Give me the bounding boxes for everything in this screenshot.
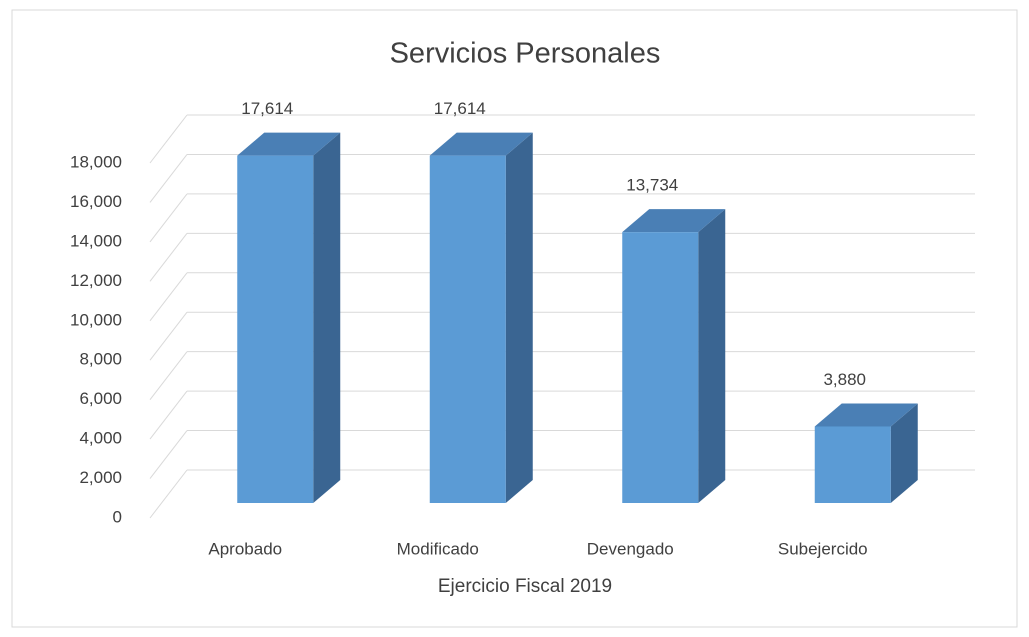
- bar-top: [237, 132, 341, 156]
- bar-top: [814, 403, 918, 427]
- chart-title: Servicios Personales: [390, 38, 661, 70]
- bar: [429, 132, 533, 503]
- bar-front: [622, 232, 699, 503]
- data-label: 17,614: [241, 99, 293, 118]
- grid-line-side: [149, 154, 188, 203]
- x-axis-title: Ejercicio Fiscal 2019: [438, 576, 612, 597]
- y-tick-label: 4,000: [79, 429, 122, 448]
- bar-top: [429, 132, 533, 156]
- bar-side: [890, 403, 918, 503]
- grid-line-side: [149, 272, 188, 322]
- y-tick-label: 18,000: [70, 152, 122, 171]
- y-tick-label: 14,000: [70, 231, 122, 250]
- x-tick-label: Modificado: [397, 539, 479, 558]
- x-tick-label: Devengado: [587, 539, 674, 558]
- bar: [622, 209, 726, 503]
- bar-side: [313, 132, 341, 503]
- y-tick-label: 2,000: [79, 468, 122, 487]
- y-tick-label: 10,000: [70, 310, 122, 329]
- y-tick-label: 12,000: [70, 271, 122, 290]
- y-tick-label: 6,000: [79, 389, 122, 408]
- x-tick-label: Subejercido: [778, 539, 868, 558]
- y-tick-label: 8,000: [79, 350, 122, 369]
- bar-side: [698, 209, 726, 503]
- bar: [814, 403, 918, 503]
- grid-line-side: [149, 114, 188, 164]
- bar: [237, 132, 341, 503]
- data-label: 13,734: [626, 176, 678, 195]
- grid-line-side: [149, 233, 188, 282]
- x-tick-label: Aprobado: [208, 539, 282, 558]
- grid-line-side: [149, 469, 188, 519]
- grid-line-side: [149, 193, 188, 243]
- bar-front: [237, 155, 314, 503]
- bar-front: [814, 426, 891, 503]
- bar-side: [505, 132, 533, 503]
- y-tick-label: 16,000: [70, 192, 122, 211]
- grid-line-side: [149, 311, 188, 361]
- grid-line-side: [149, 351, 188, 400]
- data-label: 3,880: [823, 370, 866, 389]
- grid-line-side: [149, 430, 188, 479]
- bar-front: [429, 155, 506, 503]
- bar-top: [622, 209, 726, 233]
- data-label: 17,614: [434, 99, 486, 118]
- y-tick-label: 0: [113, 507, 122, 526]
- grid-line-side: [149, 390, 188, 440]
